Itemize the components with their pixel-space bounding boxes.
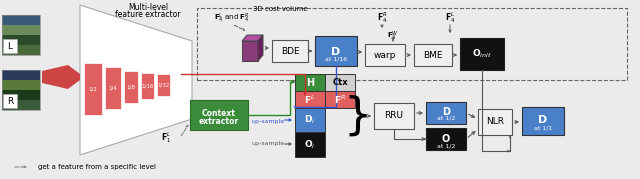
Text: 1/8: 1/8 bbox=[127, 84, 136, 90]
Text: 1/32: 1/32 bbox=[157, 83, 170, 88]
Bar bbox=[365, 44, 405, 66]
Bar bbox=[272, 40, 308, 62]
Bar bbox=[242, 41, 258, 61]
Bar bbox=[2, 70, 40, 110]
Text: BDE: BDE bbox=[281, 47, 300, 55]
Bar bbox=[2, 80, 40, 90]
Text: D: D bbox=[442, 107, 450, 117]
Text: RRU: RRU bbox=[385, 112, 403, 120]
Text: 1/4: 1/4 bbox=[109, 86, 117, 91]
Text: $\mathbf{F}^R$: $\mathbf{F}^R$ bbox=[334, 93, 346, 106]
Text: $\mathbf{F}_4^W$: $\mathbf{F}_4^W$ bbox=[387, 29, 399, 43]
Text: $\mathbf{F}^L$: $\mathbf{F}^L$ bbox=[304, 93, 316, 106]
Text: H: H bbox=[306, 78, 314, 88]
Polygon shape bbox=[80, 5, 192, 155]
Bar bbox=[2, 90, 40, 100]
Text: BME: BME bbox=[423, 50, 443, 59]
Text: }: } bbox=[344, 95, 372, 137]
Text: L: L bbox=[8, 42, 13, 50]
Bar bbox=[2, 25, 40, 35]
Text: feature extractor: feature extractor bbox=[115, 9, 180, 18]
Bar bbox=[414, 44, 452, 66]
Bar bbox=[124, 71, 138, 103]
Text: at 1/16: at 1/16 bbox=[325, 57, 347, 62]
Text: $\mathbf{D}_i$: $\mathbf{D}_i$ bbox=[305, 114, 316, 126]
Bar bbox=[105, 67, 121, 109]
Text: warp: warp bbox=[374, 50, 396, 59]
Text: Context: Context bbox=[202, 108, 236, 117]
Bar bbox=[478, 109, 512, 135]
Text: at 1/1: at 1/1 bbox=[534, 125, 552, 130]
Text: O: O bbox=[442, 134, 450, 144]
Bar bbox=[3, 94, 17, 108]
Text: 1/16: 1/16 bbox=[141, 83, 154, 88]
Bar bbox=[141, 73, 154, 99]
Text: at 1/2: at 1/2 bbox=[437, 144, 455, 149]
Bar bbox=[84, 63, 102, 115]
Bar bbox=[3, 39, 17, 53]
Bar bbox=[2, 15, 40, 55]
Text: $\mathbf{O}_{init}$: $\mathbf{O}_{init}$ bbox=[472, 48, 492, 60]
Polygon shape bbox=[242, 35, 263, 41]
Polygon shape bbox=[42, 65, 68, 89]
Text: D: D bbox=[538, 115, 548, 125]
Text: get a feature from a specific level: get a feature from a specific level bbox=[38, 164, 156, 170]
Bar bbox=[426, 128, 466, 150]
Text: extractor: extractor bbox=[199, 117, 239, 125]
Text: up-sample: up-sample bbox=[252, 120, 285, 125]
Text: Multi-level: Multi-level bbox=[128, 3, 168, 11]
Text: up-sample: up-sample bbox=[252, 142, 285, 146]
Text: 1/2: 1/2 bbox=[88, 86, 97, 91]
Bar bbox=[2, 45, 40, 55]
Bar bbox=[197, 8, 627, 80]
Bar bbox=[2, 35, 40, 45]
Text: R: R bbox=[7, 96, 13, 105]
Bar bbox=[460, 38, 504, 70]
Bar bbox=[190, 100, 248, 130]
Text: $\mathbf{O}_i$: $\mathbf{O}_i$ bbox=[304, 138, 316, 151]
Text: $\mathbf{F}_4^L$: $\mathbf{F}_4^L$ bbox=[445, 11, 455, 25]
Bar bbox=[2, 70, 40, 80]
Bar bbox=[426, 102, 466, 124]
Bar bbox=[315, 36, 357, 66]
Bar bbox=[295, 74, 325, 91]
Text: $\mathbf{F}_4^L$ and $\mathbf{F}_4^R$: $\mathbf{F}_4^L$ and $\mathbf{F}_4^R$ bbox=[214, 11, 250, 25]
Text: 3D cost volume: 3D cost volume bbox=[253, 6, 307, 12]
Text: NLR: NLR bbox=[486, 117, 504, 127]
Text: D: D bbox=[332, 47, 340, 57]
Text: Ctx: Ctx bbox=[332, 78, 348, 87]
Bar bbox=[2, 100, 40, 110]
Text: $\mathbf{F}_1^L$: $\mathbf{F}_1^L$ bbox=[161, 130, 171, 146]
Bar bbox=[325, 74, 355, 91]
Bar bbox=[522, 107, 564, 135]
Bar bbox=[2, 15, 40, 25]
Bar bbox=[374, 103, 414, 129]
Bar bbox=[295, 108, 325, 132]
Bar bbox=[157, 74, 170, 96]
Polygon shape bbox=[68, 65, 80, 89]
Bar bbox=[295, 91, 325, 108]
Text: $\mathbf{F}_4^R$: $\mathbf{F}_4^R$ bbox=[377, 11, 387, 25]
Text: at 1/2: at 1/2 bbox=[437, 115, 455, 120]
Bar bbox=[325, 91, 355, 108]
Polygon shape bbox=[258, 35, 263, 61]
Bar bbox=[295, 132, 325, 157]
